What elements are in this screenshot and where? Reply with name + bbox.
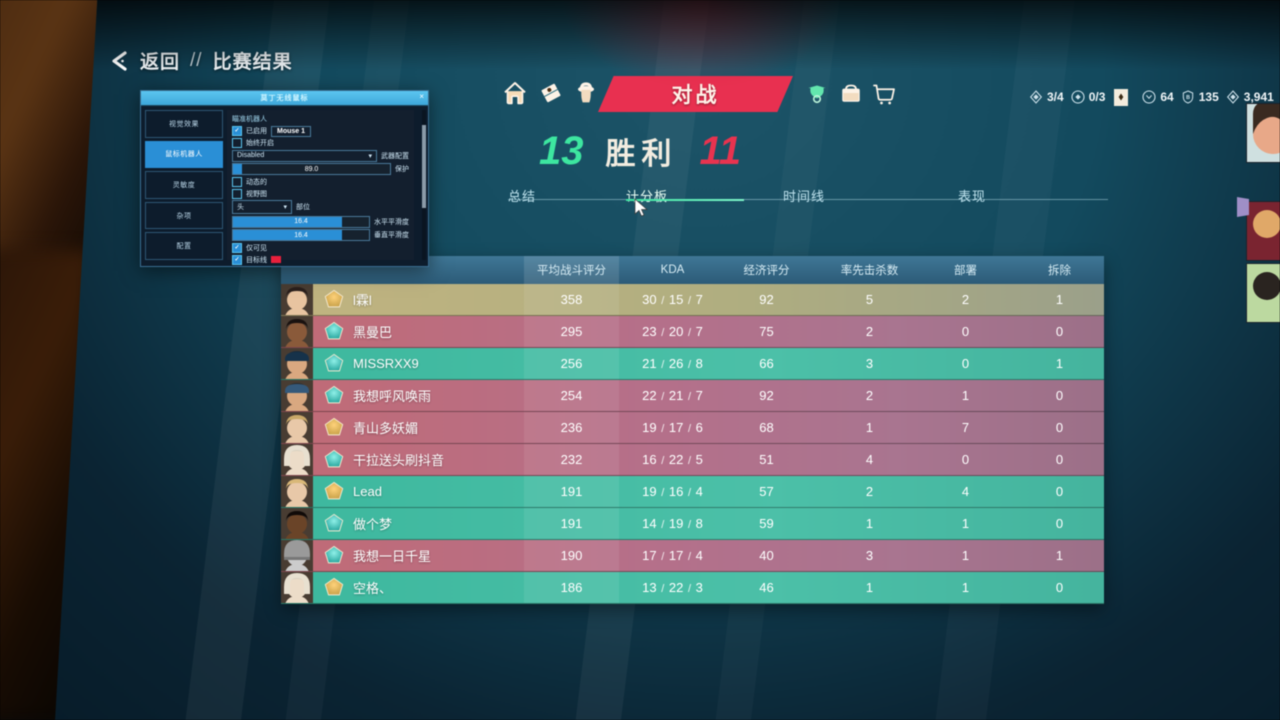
svg-text:B: B bbox=[1186, 95, 1190, 101]
